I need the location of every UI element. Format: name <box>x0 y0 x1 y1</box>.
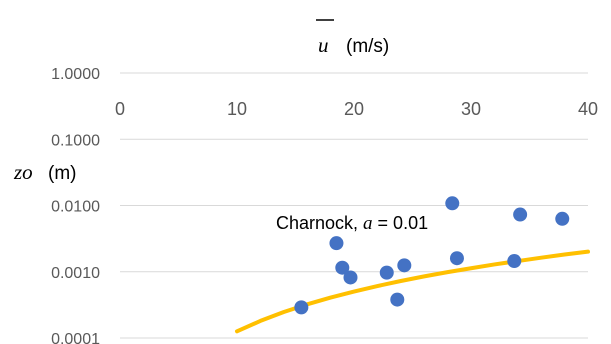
y-tick-label-2: 0.0100 <box>51 199 100 216</box>
x-tick-label-0: 0 <box>115 99 125 119</box>
y-tick-label-0: 0.0001 <box>51 331 100 344</box>
data-point-1 <box>329 236 344 251</box>
annotation-prefix: Charnock, <box>276 213 363 233</box>
data-point-9 <box>507 254 522 269</box>
annotation-suffix: = 0.01 <box>373 213 429 233</box>
y-axis-tick-labels: 0.0001 0.0010 0.0100 0.1000 1.0000 <box>51 66 100 344</box>
observation-points <box>294 196 570 315</box>
y-axis-title: zo (m) <box>13 160 76 184</box>
x-tick-label-2: 20 <box>344 99 364 119</box>
x-tick-label-3: 30 <box>461 99 481 119</box>
data-point-11 <box>555 211 570 226</box>
y-tick-label-1: 0.0010 <box>51 265 100 282</box>
data-point-2 <box>335 260 350 275</box>
charnock-annotation: Charnock, a = 0.01 <box>276 213 428 234</box>
x-tick-label-1: 10 <box>227 99 247 119</box>
data-point-5 <box>390 292 405 307</box>
data-point-10 <box>513 207 528 222</box>
y-tick-label-4: 1.0000 <box>51 66 100 83</box>
x-axis-tick-labels: 0 10 20 30 40 <box>115 99 598 119</box>
x-axis-variable: u <box>318 33 329 57</box>
y-axis-unit: (m) <box>48 163 76 184</box>
y-tick-label-3: 0.1000 <box>51 132 100 149</box>
x-axis-title: u (m/s) <box>316 19 389 57</box>
data-point-8 <box>449 251 464 266</box>
y-axis-variable: zo <box>13 160 33 184</box>
data-point-6 <box>397 258 412 273</box>
data-point-4 <box>379 265 394 280</box>
data-point-3 <box>343 270 358 285</box>
x-axis-unit: (m/s) <box>346 36 389 57</box>
data-point-0 <box>294 300 309 315</box>
gridlines <box>120 72 588 339</box>
data-point-7 <box>445 196 460 211</box>
x-tick-label-4: 40 <box>578 99 598 119</box>
annotation-variable: a <box>363 213 373 234</box>
